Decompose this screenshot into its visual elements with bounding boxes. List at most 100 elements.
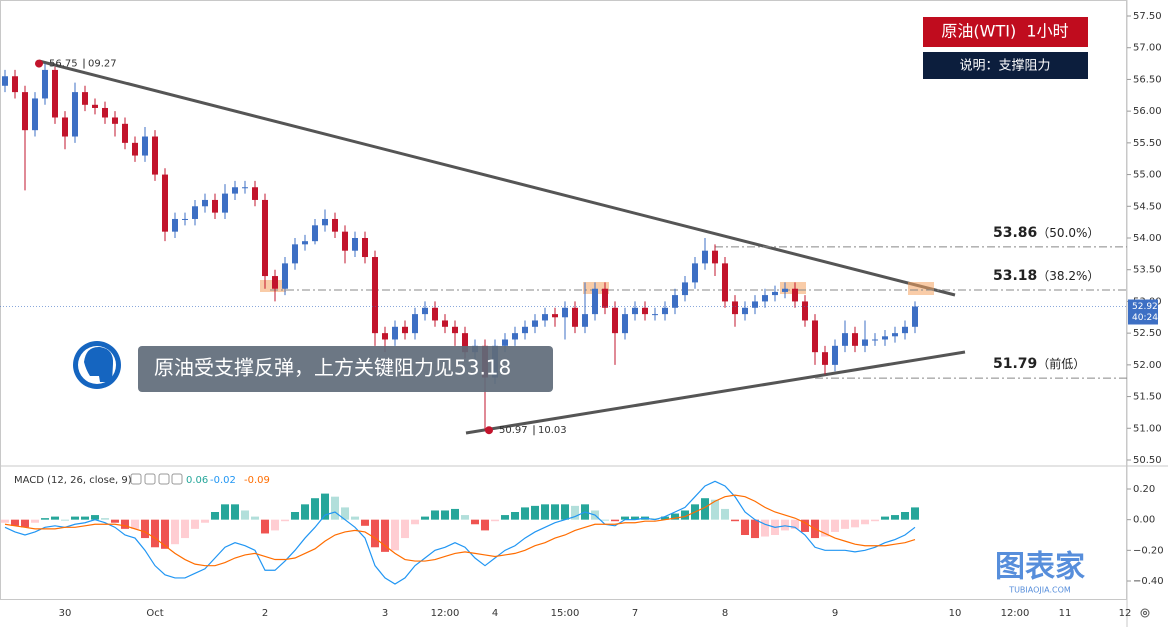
histogram-bar bbox=[901, 512, 909, 520]
histogram-bar bbox=[341, 507, 349, 520]
histogram-bar bbox=[611, 519, 619, 522]
histogram-bar bbox=[661, 516, 669, 520]
level-note: （50.0%） bbox=[1037, 225, 1099, 239]
candle-body bbox=[332, 218, 338, 232]
histogram-bar bbox=[221, 504, 229, 520]
histogram-bar bbox=[601, 519, 609, 521]
candle-body bbox=[142, 136, 148, 156]
candle-body bbox=[302, 241, 308, 245]
y-tick-label: 56.50 bbox=[1133, 74, 1162, 85]
candle-body bbox=[262, 199, 268, 277]
settings-icon[interactable] bbox=[1140, 608, 1150, 618]
candle-body bbox=[182, 218, 188, 220]
level-label: 53.86（50.0%） bbox=[993, 225, 1099, 241]
histogram-bar bbox=[11, 519, 19, 526]
candle-body bbox=[432, 307, 438, 321]
candle-body bbox=[802, 301, 808, 321]
chart-title: 原油(WTI) 1小时 bbox=[941, 22, 1068, 41]
level-value: 53.86 bbox=[993, 225, 1037, 241]
candle-body bbox=[42, 69, 48, 99]
candle-body bbox=[242, 187, 248, 189]
histogram-bar bbox=[461, 515, 469, 520]
candle-body bbox=[622, 314, 628, 334]
histogram-bar bbox=[311, 498, 319, 520]
histogram-bar bbox=[441, 510, 449, 520]
y-tick-label: 50.50 bbox=[1133, 455, 1162, 466]
macd-title: MACD (12, 26, close, 9) bbox=[14, 475, 132, 486]
histogram-bar bbox=[201, 519, 209, 523]
y2-tick-label: −0.40 bbox=[1133, 576, 1164, 587]
histogram-bar bbox=[141, 519, 149, 539]
candle-body bbox=[112, 117, 118, 124]
y-tick-label: 57.50 bbox=[1133, 11, 1162, 22]
histogram-bar bbox=[561, 504, 569, 520]
y-tick-label: 57.00 bbox=[1133, 43, 1162, 54]
histogram-bar bbox=[501, 515, 509, 520]
histogram-bar bbox=[631, 516, 639, 520]
histogram-bar bbox=[861, 519, 869, 525]
histogram-bar bbox=[761, 519, 769, 537]
candle-body bbox=[22, 92, 28, 131]
histogram-bar bbox=[681, 510, 689, 520]
candle-body bbox=[642, 307, 648, 315]
y-tick-label: 55.50 bbox=[1133, 138, 1162, 149]
level-value: 53.18 bbox=[993, 268, 1037, 284]
candle-body bbox=[532, 320, 538, 327]
histogram-bar bbox=[111, 519, 119, 523]
candle-body bbox=[742, 307, 748, 315]
histogram-bar bbox=[151, 519, 159, 548]
resistance-trendline bbox=[38, 59, 956, 297]
level-note: （前低） bbox=[1037, 356, 1085, 371]
level-label: 53.18（38.2%） bbox=[993, 268, 1099, 284]
candle-body bbox=[722, 263, 728, 302]
candle-body bbox=[762, 295, 768, 302]
histogram-bar bbox=[751, 519, 759, 539]
candle-body bbox=[172, 218, 178, 232]
extreme-point bbox=[485, 426, 493, 435]
histogram-bar bbox=[371, 519, 379, 548]
histogram-bar bbox=[871, 519, 879, 522]
y-tick-label: 56.00 bbox=[1133, 106, 1162, 117]
candle-body bbox=[202, 199, 208, 207]
candle-body bbox=[342, 231, 348, 251]
histogram-bar bbox=[301, 504, 309, 520]
candle-body bbox=[52, 69, 58, 118]
x-tick-label: 2 bbox=[262, 608, 268, 619]
candle-body bbox=[312, 225, 318, 242]
histogram-bar bbox=[891, 515, 899, 520]
histogram-bar bbox=[821, 519, 829, 537]
candle-body bbox=[512, 333, 518, 340]
candle-body bbox=[562, 307, 568, 318]
candle-body bbox=[62, 117, 68, 137]
histogram-bar bbox=[121, 519, 129, 529]
histogram-bar bbox=[61, 519, 69, 521]
x-tick-label: 9 bbox=[832, 608, 838, 619]
subtitle-box bbox=[923, 52, 1088, 79]
last-price-box bbox=[1128, 299, 1158, 325]
legend-value: -0.09 bbox=[244, 475, 270, 486]
x-tick-label: 4 bbox=[492, 608, 498, 619]
level-note: （38.2%） bbox=[1037, 269, 1099, 283]
histogram-bar bbox=[701, 498, 709, 520]
histogram-bar bbox=[801, 519, 809, 532]
histogram-bar bbox=[251, 516, 259, 520]
histogram-bar bbox=[431, 510, 439, 520]
x-tick-label: 7 bbox=[632, 608, 638, 619]
candle-body bbox=[92, 104, 98, 108]
y-tick-label: 52.00 bbox=[1133, 360, 1162, 371]
x-tick-label: 10 bbox=[949, 608, 962, 619]
candle-body bbox=[882, 336, 888, 340]
extreme-value: 56.75 bbox=[49, 59, 78, 70]
candle-body bbox=[372, 257, 378, 334]
extreme-time: 09.27 bbox=[88, 59, 117, 70]
x-tick-label: 3 bbox=[382, 608, 388, 619]
candle-body bbox=[772, 291, 778, 296]
candle-body bbox=[552, 314, 558, 318]
histogram-bar bbox=[361, 519, 369, 526]
y2-tick-label: 0.20 bbox=[1133, 484, 1155, 495]
candle-body bbox=[162, 174, 168, 232]
y2-tick-label: 0.00 bbox=[1133, 515, 1155, 526]
histogram-bar bbox=[51, 516, 59, 520]
